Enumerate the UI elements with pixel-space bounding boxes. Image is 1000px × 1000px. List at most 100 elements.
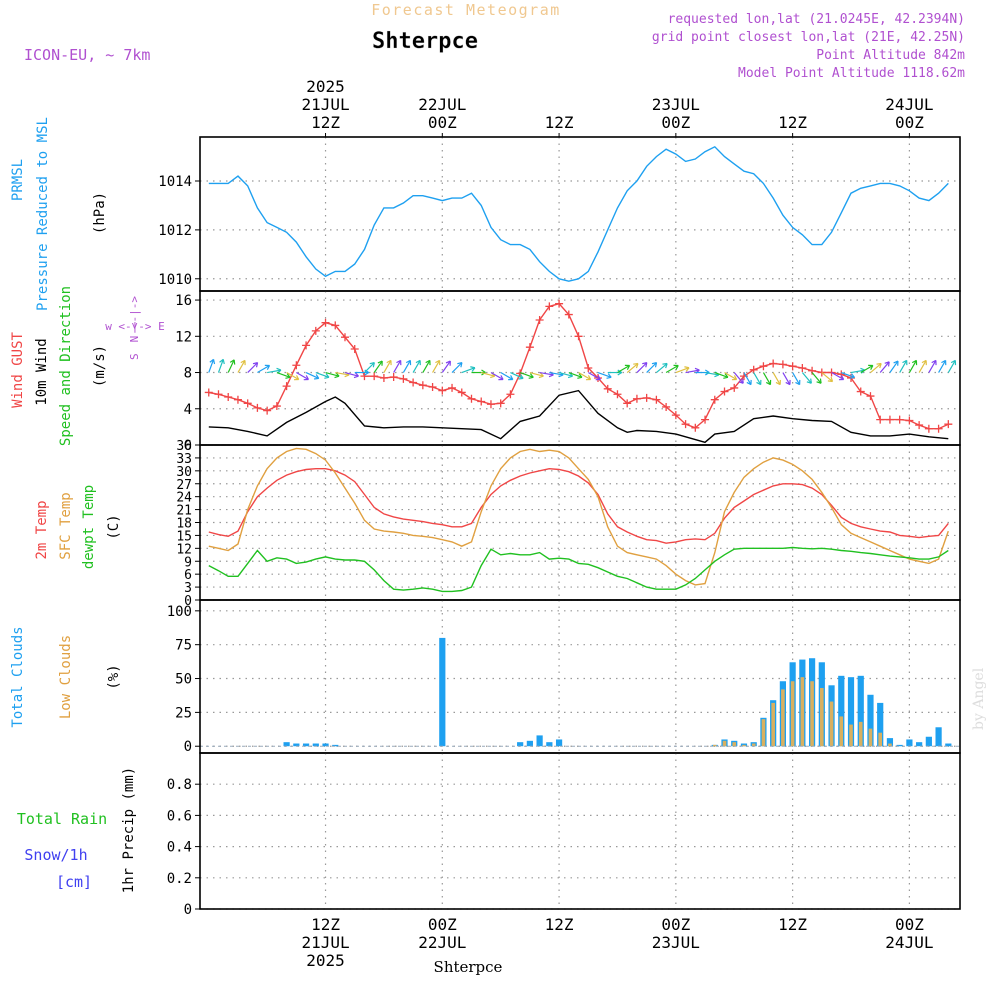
ytick-label: 0 <box>184 594 192 609</box>
bar-low-clouds <box>722 740 727 747</box>
wind-arrow-head <box>353 372 359 379</box>
wind-arrow-head <box>876 362 882 369</box>
wind-arrow-head <box>585 375 592 381</box>
gust-marker <box>438 386 447 395</box>
wind-arrow <box>549 371 564 376</box>
wind-arrow <box>753 372 762 385</box>
ytick-label: 33 <box>176 452 192 467</box>
panel-wind: 0 4 8 12 16 <box>175 290 961 454</box>
panel-frame <box>199 599 961 754</box>
bar-total-clouds <box>546 742 553 747</box>
ytick-label: 8 <box>184 366 192 382</box>
compass-we: w <-|-> E <box>105 320 165 333</box>
info-line-1: requested lon,lat (21.0245E, 42.2394N) <box>668 12 965 27</box>
wind-arrow-head <box>595 375 601 381</box>
gust-marker <box>827 368 836 377</box>
compass-north: N <-|-> <box>128 296 141 343</box>
series-2m-temp <box>208 467 949 544</box>
gust-marker <box>837 370 846 379</box>
wind-arrow <box>801 372 812 384</box>
wind-arrow-head <box>633 362 639 369</box>
wind-arrow-head <box>838 375 845 381</box>
suptitle: Forecast Meteogram <box>371 1 561 19</box>
wind-arrow <box>373 360 383 373</box>
bar-total-clouds <box>945 743 952 747</box>
gust-marker <box>885 415 894 424</box>
gust-marker <box>428 383 437 392</box>
wind-arrow-head <box>950 359 957 366</box>
compass-south: S <box>128 353 141 360</box>
wind-arrow <box>286 372 300 381</box>
gust-marker <box>895 415 904 424</box>
gust-marker <box>584 364 593 372</box>
ytick-label: 50 <box>175 672 192 688</box>
ytick-label: 100 <box>167 604 192 620</box>
wind-arrow-head <box>470 366 476 372</box>
gust-marker <box>555 299 564 308</box>
wind-arrow-head <box>518 374 524 380</box>
wind-arrow <box>685 369 700 374</box>
wind-arrow <box>821 372 833 382</box>
gust-marker <box>662 402 671 411</box>
wind-arrow <box>782 372 791 385</box>
wind-arrow <box>831 372 844 381</box>
ytick-label: 12 <box>175 329 192 345</box>
ytick-label: 6 <box>184 568 192 583</box>
ytick-label: 75 <box>175 638 192 654</box>
gust-marker <box>486 400 495 409</box>
bar-total-clouds <box>536 735 543 747</box>
temp-unit: (C) <box>106 514 122 539</box>
gust-marker <box>788 362 797 371</box>
wind-arrow-head <box>425 359 431 366</box>
ytick-label: 3 <box>184 581 192 596</box>
precip-label: 1hr Precip (mm) <box>121 767 137 893</box>
wind-arrow <box>422 360 431 373</box>
gust-marker <box>233 395 242 404</box>
gust-marker <box>730 383 739 392</box>
bar-low-clouds <box>868 728 873 747</box>
gust-marker <box>370 372 379 381</box>
wind-gust-label: Wind GUST <box>10 332 26 408</box>
top-time-label: 24JUL <box>885 95 933 114</box>
ytick-label: 1010 <box>158 272 192 288</box>
bar-total-clouds <box>925 736 932 747</box>
wind-arrow <box>227 359 235 373</box>
wind-arrow-head <box>577 373 583 379</box>
wind-10m-label: 10m Wind <box>34 338 50 405</box>
bottom-time-label: 12Z <box>545 915 574 934</box>
wind-arrow-head <box>219 358 225 365</box>
wind-arrow-head <box>827 376 834 383</box>
wind-arrow-head <box>624 364 631 370</box>
top-time-label: 23JUL <box>652 95 700 114</box>
wind-arrow-head <box>816 378 822 384</box>
panel-pressure: 1010 1012 1014 <box>158 136 961 292</box>
gust-marker <box>759 362 768 371</box>
wind-arrow <box>208 359 215 373</box>
wind-arrow <box>393 360 402 373</box>
wind-arrow-head <box>435 359 441 366</box>
wind-arrow-head <box>849 373 855 379</box>
ytick-label: 0 <box>184 438 192 454</box>
wind-arrow-head <box>785 379 791 386</box>
gust-marker <box>263 406 272 415</box>
ytick-label: 24 <box>176 491 192 506</box>
top-time-label: 12Z <box>311 113 340 132</box>
gust-marker <box>749 365 758 374</box>
wind-arrow <box>441 360 451 373</box>
bar-total-clouds <box>935 727 942 747</box>
wind-arrow <box>733 372 744 384</box>
bottom-time-label: 00Z <box>895 915 924 934</box>
gust-marker <box>603 384 612 393</box>
wind-arrow-head <box>508 375 514 381</box>
bar-low-clouds <box>800 677 805 747</box>
gust-marker <box>545 302 554 311</box>
station-title: Shterpce <box>372 29 478 54</box>
gust-marker <box>856 387 865 396</box>
gust-marker <box>204 388 213 397</box>
wind-arrow-head <box>723 373 729 379</box>
wind-arrow <box>860 365 874 374</box>
gust-marker <box>409 378 418 387</box>
wind-arrow <box>928 360 937 373</box>
ytick-label: 0.6 <box>167 808 192 824</box>
top-time-label: 00Z <box>428 113 457 132</box>
